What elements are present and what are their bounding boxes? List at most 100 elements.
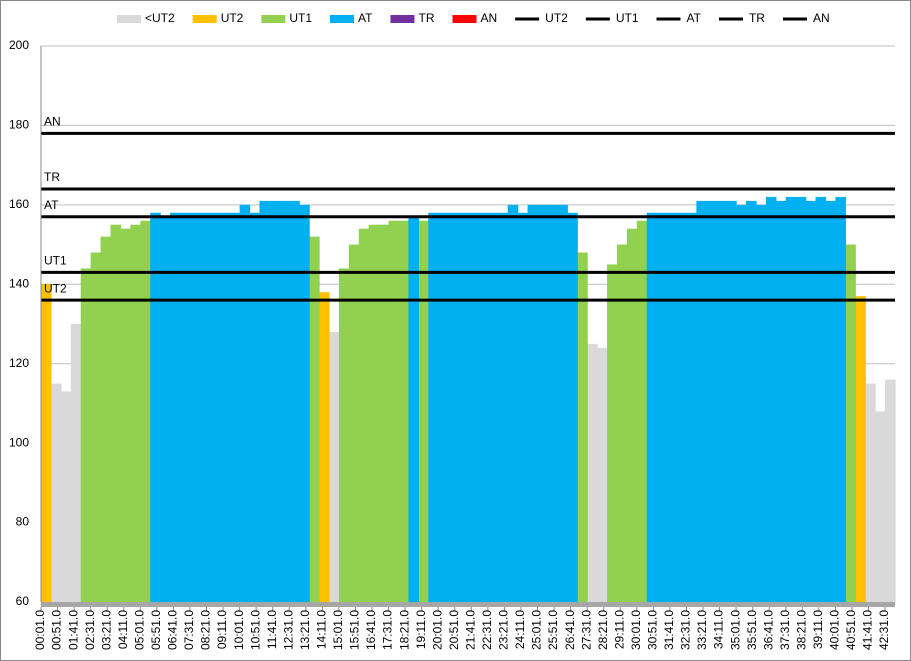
hr-bar (60, 391, 72, 602)
hr-bar (656, 212, 668, 603)
hr-bar (229, 212, 241, 603)
x-tick-label: 36:41.0 (761, 610, 775, 650)
hr-bar (289, 200, 300, 602)
hr-bar (160, 216, 171, 602)
hr-bar (577, 252, 588, 602)
hr-bar (199, 212, 211, 603)
hr-bar (626, 228, 638, 602)
hr-bar (815, 196, 827, 602)
hr-bar (547, 204, 558, 602)
x-tick-label: 06:41.0 (166, 610, 180, 650)
hr-bar (885, 379, 896, 602)
y-tick-label: 80 (16, 515, 30, 529)
x-tick-label: 18:21.0 (397, 610, 411, 650)
hr-bar (468, 212, 479, 603)
hr-bar (120, 228, 131, 602)
x-tick-label: 21:41.0 (463, 610, 477, 650)
x-tick-label: 14:11.0 (315, 610, 329, 649)
y-tick-label: 140 (9, 276, 29, 290)
x-tick-label: 05:01.0 (132, 610, 146, 650)
x-tick-label: 05:51.0 (149, 610, 163, 650)
threshold-label: AN (44, 115, 61, 129)
threshold-label: TR (44, 170, 60, 184)
legend-label: TR (418, 11, 434, 25)
x-tick-label: 22:31.0 (480, 610, 494, 650)
y-tick-label: 60 (16, 594, 30, 608)
hr-bar (567, 212, 578, 603)
hr-bar (517, 212, 529, 603)
x-tick-label: 29:11.0 (612, 610, 626, 649)
legend-swatch (330, 15, 355, 23)
hr-bar (686, 212, 697, 603)
hr-bar (41, 284, 52, 602)
legend-label: AN (813, 11, 830, 25)
legend-label: TR (749, 11, 765, 25)
hr-bar (150, 212, 161, 603)
hr-bar (507, 204, 519, 602)
hr-bar (696, 200, 707, 602)
hr-bar (209, 212, 221, 603)
x-tick-label: 08:21.0 (199, 610, 213, 650)
hr-bar (388, 220, 400, 602)
hr-bar (587, 343, 598, 602)
x-tick-label: 35:51.0 (745, 610, 759, 650)
x-tick-label: 40:51.0 (844, 610, 858, 650)
x-tick-label: 02:31.0 (83, 610, 97, 650)
x-tick-label: 09:11.0 (215, 610, 229, 649)
hr-bar (616, 244, 628, 603)
legend-swatch (192, 15, 217, 23)
x-tick-label: 20:51.0 (447, 610, 461, 650)
hr-bar (845, 244, 856, 603)
x-tick-label: 28:21.0 (596, 610, 610, 650)
hr-bar (716, 200, 727, 602)
hr-bar (90, 252, 102, 602)
hr-bar (70, 324, 82, 602)
hr-bar (319, 292, 330, 602)
hr-bar (130, 224, 141, 602)
y-tick-label: 180 (9, 118, 29, 132)
hr-bar (448, 212, 459, 603)
x-tick-label: 30:01.0 (629, 610, 643, 650)
hr-bar (726, 200, 737, 602)
hr-bar (487, 212, 499, 603)
x-tick-label: 17:31.0 (381, 610, 395, 650)
hr-bar (418, 220, 429, 602)
hr-bar (795, 196, 807, 602)
hr-bar (100, 236, 112, 602)
hr-bar (875, 411, 886, 602)
hr-bar (378, 224, 390, 602)
x-tick-label: 33:21.0 (695, 610, 709, 650)
hr-bar (458, 212, 469, 603)
x-tick-label: 03:21.0 (99, 610, 113, 650)
hr-bar (666, 212, 678, 603)
y-tick-label: 120 (9, 356, 29, 370)
x-tick-label: 37:31.0 (778, 610, 792, 650)
x-tick-label: 12:31.0 (281, 610, 295, 650)
hr-bar (219, 212, 231, 603)
legend-swatch (390, 15, 415, 23)
hr-bar (50, 383, 62, 602)
hr-bar (398, 220, 410, 602)
legend-swatch (117, 15, 141, 23)
x-tick-label: 04:11.0 (116, 610, 130, 649)
hr-bar (775, 200, 787, 602)
hr-bar (140, 220, 151, 602)
y-tick-label: 100 (9, 435, 29, 449)
hr-bar (428, 212, 439, 603)
legend-swatch (261, 15, 286, 23)
hr-bar (170, 212, 181, 603)
hr-bar (328, 331, 340, 602)
hr-bar (706, 200, 717, 602)
hr-bar (785, 196, 797, 602)
legend-label: UT2 (545, 11, 568, 25)
x-tick-label: 42:31.0 (877, 610, 891, 650)
hr-bar (835, 196, 846, 602)
x-tick-label: 11:41.0 (265, 610, 279, 649)
hr-bar (309, 236, 320, 602)
x-tick-label: 32:31.0 (679, 610, 693, 650)
x-tick-label: 00:51.0 (50, 610, 64, 650)
legend-label: <UT2 (145, 11, 175, 25)
hr-bar (765, 196, 777, 602)
x-tick-label: 30:51.0 (646, 610, 660, 650)
